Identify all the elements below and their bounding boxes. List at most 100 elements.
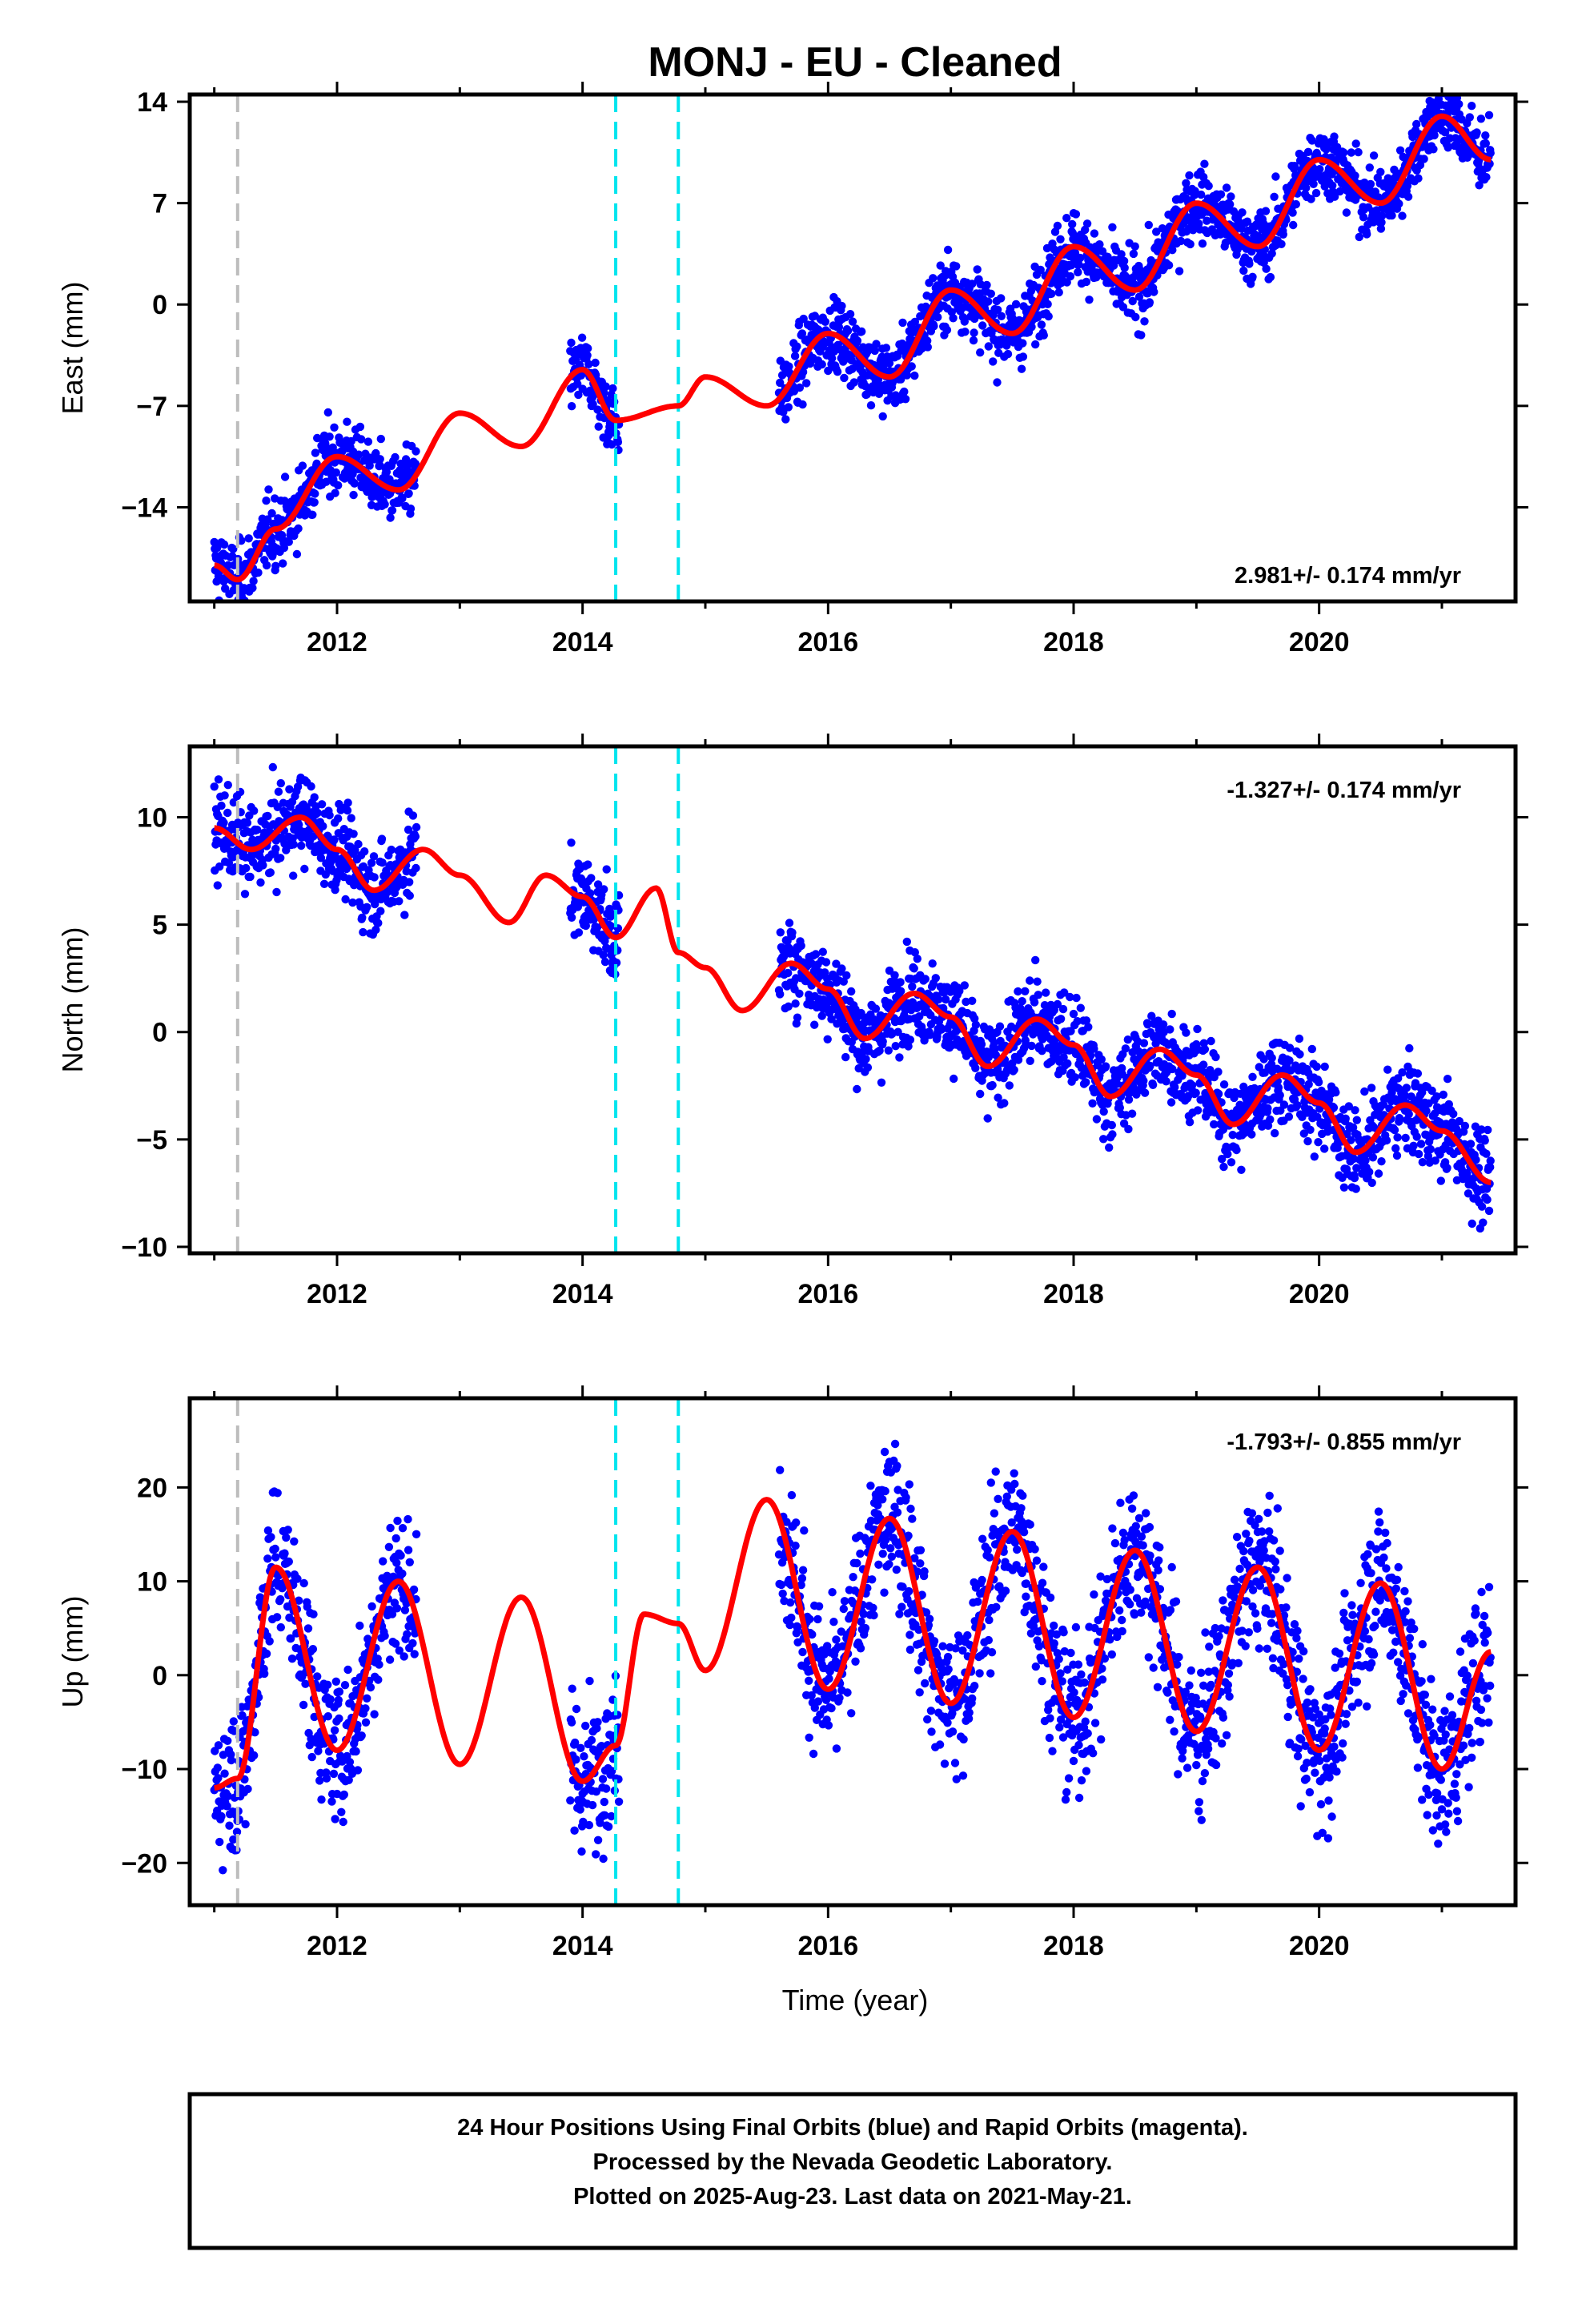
data-point: [337, 1807, 346, 1816]
data-point: [330, 835, 339, 844]
data-point: [1418, 1158, 1427, 1167]
data-point: [817, 360, 826, 369]
data-point: [340, 1681, 350, 1690]
data-point: [1027, 323, 1036, 332]
data-point: [1412, 119, 1421, 129]
data-point: [1219, 1080, 1229, 1089]
data-point: [405, 891, 414, 900]
data-point: [1210, 1120, 1219, 1129]
data-point: [274, 787, 283, 796]
data-point: [246, 872, 255, 882]
data-point: [299, 1578, 308, 1588]
data-point: [339, 1790, 348, 1799]
data-point: [280, 839, 289, 848]
data-point: [823, 1642, 832, 1651]
data-point: [310, 793, 319, 802]
data-point: [408, 811, 418, 820]
data-point: [334, 814, 343, 823]
data-point: [898, 1582, 907, 1591]
data-point: [782, 1518, 791, 1526]
data-point: [1068, 219, 1077, 229]
data-point: [214, 1741, 223, 1750]
data-point: [813, 1697, 823, 1706]
data-point: [982, 280, 991, 290]
data-point: [1465, 113, 1475, 122]
data-point: [833, 368, 842, 376]
data-point: [1351, 1106, 1359, 1115]
data-point: [319, 879, 329, 889]
data-point: [827, 1015, 836, 1023]
data-point: [317, 800, 327, 809]
data-point: [279, 559, 287, 568]
data-point: [793, 1013, 802, 1022]
data-point: [405, 1558, 414, 1567]
data-point: [923, 343, 933, 352]
data-point: [1039, 331, 1049, 340]
data-point: [792, 1518, 801, 1527]
x-tick-label: 2018: [1043, 627, 1104, 657]
data-point: [1331, 1088, 1340, 1097]
data-point: [971, 1020, 981, 1029]
data-point: [576, 1743, 585, 1752]
data-point: [1026, 976, 1034, 985]
data-point: [1299, 1129, 1309, 1138]
data-point: [1302, 183, 1311, 192]
data-point: [1219, 1162, 1228, 1172]
x-tick-label: 2014: [552, 627, 613, 657]
data-point: [1263, 1121, 1273, 1130]
data-point: [886, 1544, 895, 1553]
data-point: [878, 412, 887, 421]
data-point: [1391, 1144, 1400, 1153]
data-point: [387, 845, 396, 854]
data-point: [895, 1053, 904, 1062]
data-point: [949, 314, 958, 323]
data-point: [1333, 1144, 1342, 1152]
data-point: [1377, 218, 1386, 227]
data-point: [1185, 1118, 1195, 1127]
data-point: [807, 1691, 816, 1700]
data-point: [1443, 143, 1452, 152]
data-point: [1312, 1062, 1321, 1072]
data-point: [1167, 1009, 1176, 1019]
data-point: [354, 450, 363, 459]
data-point: [307, 782, 315, 791]
data-point: [262, 497, 271, 505]
data-point: [225, 1821, 234, 1830]
data-point: [1237, 1165, 1246, 1175]
data-point: [348, 1691, 357, 1701]
data-point: [1436, 1176, 1446, 1185]
data-point: [1320, 1144, 1329, 1153]
data-point: [1047, 289, 1056, 298]
data-point: [1439, 1090, 1448, 1100]
data-point: [1152, 227, 1161, 236]
data-point: [220, 791, 229, 800]
data-point: [572, 1704, 581, 1714]
data-point: [267, 1533, 275, 1542]
data-point: [857, 1008, 865, 1018]
data-point: [1021, 987, 1030, 996]
x-tick-label: 2020: [1289, 627, 1350, 657]
data-point: [358, 913, 367, 923]
data-point: [604, 1822, 613, 1831]
data-point: [962, 997, 970, 1007]
data-point: [349, 830, 358, 838]
data-point: [229, 853, 238, 862]
data-point: [1038, 1047, 1046, 1055]
data-point: [581, 921, 590, 931]
data-point: [367, 858, 376, 867]
data-point: [229, 1717, 238, 1726]
data-point: [376, 907, 385, 915]
data-point: [308, 1645, 318, 1654]
data-point: [271, 844, 280, 854]
data-point: [1247, 1130, 1256, 1139]
data-point: [1058, 1004, 1068, 1014]
data-point: [319, 822, 327, 830]
data-point: [1139, 1039, 1149, 1047]
data-point: [384, 1542, 394, 1552]
data-point: [1193, 1106, 1203, 1115]
data-point: [1383, 1065, 1392, 1074]
y-tick-label: −7: [136, 392, 167, 422]
data-point: [907, 362, 916, 371]
data-point: [827, 1703, 836, 1713]
data-point: [1407, 1092, 1415, 1101]
